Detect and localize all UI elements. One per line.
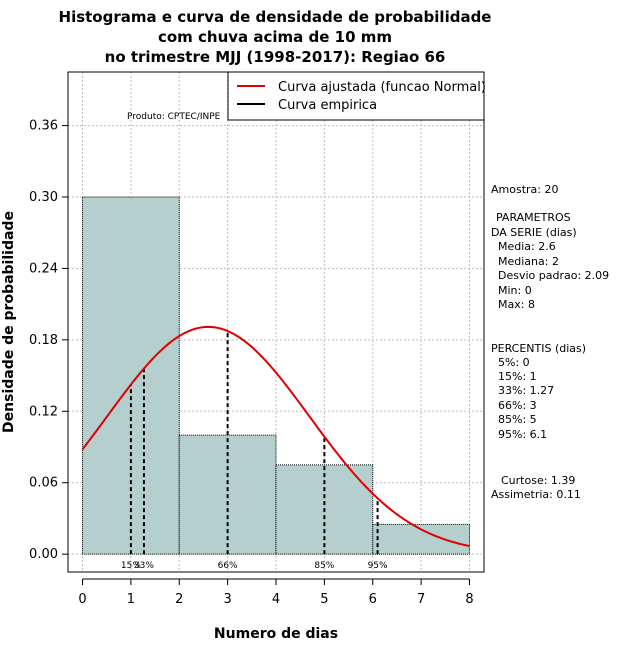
x-tick-label: 2: [175, 592, 183, 607]
x-tick-label: 7: [417, 592, 425, 607]
y-tick-label: 0.06: [29, 476, 58, 491]
stat-min: Min: 0: [498, 284, 532, 297]
stat-params-subheading: DA SERIE (dias): [491, 226, 577, 239]
x-tick-label: 5: [320, 592, 328, 607]
stat-p33: 33%: 1.27: [498, 384, 554, 397]
x-tick-label: 8: [465, 592, 473, 607]
x-axis-title: Numero de dias: [214, 626, 338, 642]
stat-percentiles-heading: PERCENTIS (dias): [491, 342, 586, 355]
stat-mean: Media: 2.6: [498, 240, 556, 253]
percentile-marker-label: 85%: [314, 561, 334, 571]
chart-title-line-3: no trimestre MJJ (1998-2017): Regiao 66: [105, 48, 446, 66]
source-note: Produto: CPTEC/INPE: [127, 112, 221, 122]
x-tick-label: 1: [127, 592, 135, 607]
percentile-marker-label: 15%: [121, 561, 141, 571]
stat-p95: 95%: 6.1: [498, 428, 547, 441]
histogram-bars: [82, 196, 470, 555]
stats-panel: Amostra: 20 PARAMETROS DA SERIE (dias) M…: [491, 183, 609, 501]
percentile-marker-label: 33%: [134, 561, 154, 571]
stat-p85: 85%: 5: [498, 413, 537, 426]
stat-kurtosis: Curtose: 1.39: [501, 474, 575, 487]
chart-title-line-1: Histograma e curva de densidade de proba…: [59, 8, 492, 26]
stat-p15: 15%: 1: [498, 370, 537, 383]
legend: Curva ajustada (funcao Normal) Curva emp…: [227, 71, 486, 121]
x-tick-label: 0: [78, 592, 86, 607]
chart-title-line-2: com chuva acima de 10 mm: [158, 28, 392, 46]
y-tick-label: 0.18: [29, 333, 58, 348]
y-tick-label: 0.30: [29, 190, 58, 205]
legend-label-fit: Curva ajustada (funcao Normal): [278, 80, 486, 95]
x-tick-label: 4: [272, 592, 280, 607]
stat-median: Mediana: 2: [498, 255, 559, 268]
stat-params-heading: PARAMETROS: [496, 211, 571, 224]
normal-curve-layer: [81, 325, 470, 548]
y-tick-label: 0.00: [29, 547, 58, 562]
y-tick-label: 0.36: [29, 119, 58, 134]
x-tick-label: 6: [369, 592, 377, 607]
stat-p5: 5%: 0: [498, 356, 530, 369]
stat-sample: Amostra: 20: [491, 183, 558, 196]
y-axis-title: Densidade de probabilidade: [1, 211, 17, 433]
axes: 0 1 2 3 4 5 6 7 8 0.00 0.06 0.12 0.18 0.24 0.30 0.36: [29, 119, 474, 607]
y-tick-label: 0.12: [29, 404, 58, 419]
histogram-bar: [82, 196, 180, 555]
legend-box: [227, 71, 485, 121]
stat-sd: Desvio padrao: 2.09: [498, 269, 609, 282]
normal-fit-curve: [81, 325, 470, 548]
percentile-marker-label: 66%: [218, 561, 238, 571]
y-tick-label: 0.24: [29, 261, 58, 276]
percentile-markers: 15%33% 66% 85% 95%: [121, 331, 388, 571]
stat-skewness: Assimetria: 0.11: [491, 488, 581, 501]
x-tick-label: 3: [223, 592, 231, 607]
percentile-marker-label: 95%: [368, 561, 388, 571]
stat-p66: 66%: 3: [498, 399, 537, 412]
stat-max: Max: 8: [498, 298, 535, 311]
legend-label-empirical: Curva empirica: [278, 98, 377, 113]
